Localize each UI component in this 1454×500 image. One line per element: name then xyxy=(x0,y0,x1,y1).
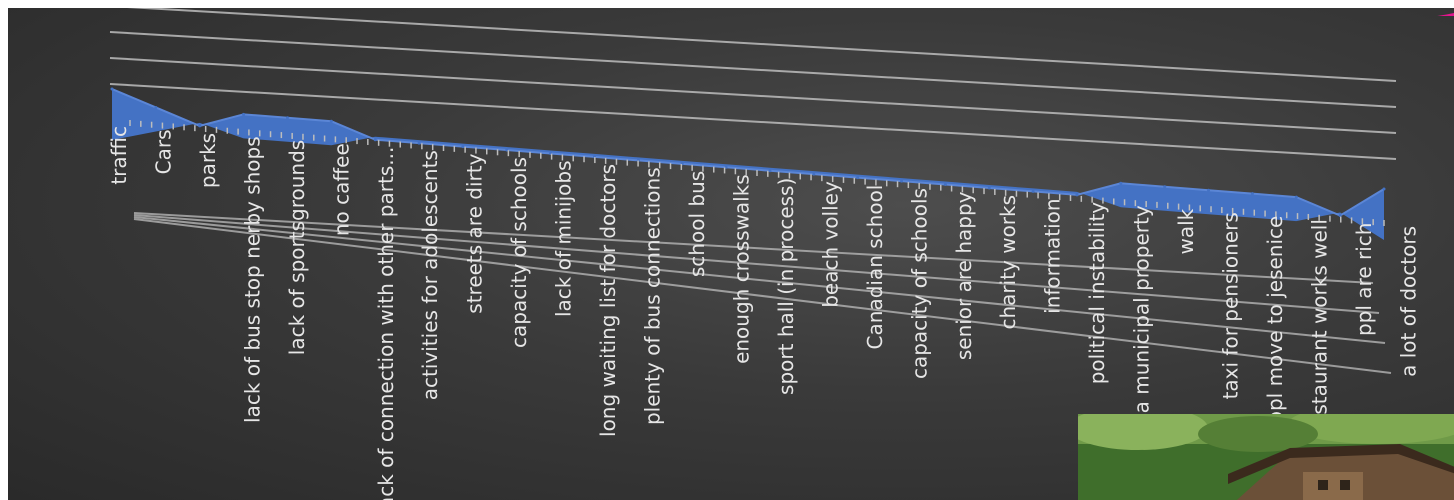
axis-ticks xyxy=(129,120,1385,226)
data-point xyxy=(285,116,289,120)
category-label: streets are dirty xyxy=(463,153,487,313)
gridlines xyxy=(109,8,1397,374)
category-label: sport hall (in process) xyxy=(774,178,798,395)
village-house-photo xyxy=(1078,414,1454,500)
data-point xyxy=(1207,188,1211,192)
category-label: information xyxy=(1041,198,1065,313)
data-point xyxy=(1163,185,1167,189)
category-label: political instability xyxy=(1085,202,1109,385)
data-point xyxy=(198,124,202,128)
data-point xyxy=(373,138,377,142)
data-point xyxy=(900,179,904,183)
data-point xyxy=(1031,189,1035,193)
category-label: lack of connection with other parts... xyxy=(374,147,398,500)
category-label: beach volley xyxy=(818,181,842,308)
category-label: restaurant works well xyxy=(1307,219,1331,435)
floor-gridline xyxy=(133,214,1380,314)
data-point xyxy=(856,176,860,180)
gridline xyxy=(109,83,1397,160)
category-label: activities for adolescents xyxy=(418,150,442,400)
data-point xyxy=(812,172,816,176)
category-label: capacity of schools xyxy=(907,188,931,379)
data-point xyxy=(768,169,772,173)
data-point xyxy=(1250,192,1254,196)
slide-background: traffic Cars parks lack of bus stop nerby s… xyxy=(8,8,1454,500)
category-label: school bus xyxy=(685,171,709,277)
series-area-top-edge xyxy=(111,88,1385,217)
data-point xyxy=(329,119,333,123)
category-label: senior are happy xyxy=(952,191,976,360)
data-point xyxy=(242,112,246,116)
category-label: enough crosswalks xyxy=(729,174,753,364)
category-label: no caffee xyxy=(329,143,353,236)
data-point xyxy=(417,141,421,145)
category-label: lack of bus stop nerby shops xyxy=(240,136,264,423)
category-label: traffic xyxy=(107,126,131,185)
category-label: Cars xyxy=(151,129,175,174)
category-label: long waiting list for doctors xyxy=(596,164,620,437)
data-point xyxy=(505,148,509,152)
category-label: charity works xyxy=(996,195,1020,330)
gridline xyxy=(127,8,1397,82)
data-point xyxy=(1338,214,1342,218)
category-label: ppl are rich xyxy=(1352,223,1376,336)
category-label: parks xyxy=(196,133,220,188)
category-label: walk xyxy=(1174,208,1198,254)
data-point xyxy=(987,186,991,190)
data-point xyxy=(1075,193,1079,197)
category-label: taxi for pensioners xyxy=(1219,212,1243,399)
category-label: Canadian school xyxy=(863,185,887,350)
pink-stroke-accent xyxy=(1418,8,1454,16)
floor-gridline xyxy=(133,218,1392,374)
data-point xyxy=(943,183,947,187)
data-point xyxy=(461,145,465,149)
category-label: plenty of bus connections xyxy=(641,167,665,425)
gridline xyxy=(109,31,1397,108)
category-label: a lot of doctors xyxy=(1396,226,1420,377)
data-point xyxy=(1119,181,1123,185)
category-label: ppl move to jesenice xyxy=(1263,216,1287,424)
floor-gridline xyxy=(133,212,1374,284)
category-label: lack of minijobs xyxy=(552,160,576,317)
data-point xyxy=(1294,195,1298,199)
data-point xyxy=(154,105,158,109)
data-point xyxy=(110,87,114,91)
category-label: capacity of schools xyxy=(507,157,531,348)
floor-gridline xyxy=(133,216,1386,344)
category-label: lack of sportsgrounds xyxy=(285,140,309,355)
gridline xyxy=(109,57,1397,134)
data-area xyxy=(110,87,1386,240)
data-point xyxy=(1382,187,1386,191)
